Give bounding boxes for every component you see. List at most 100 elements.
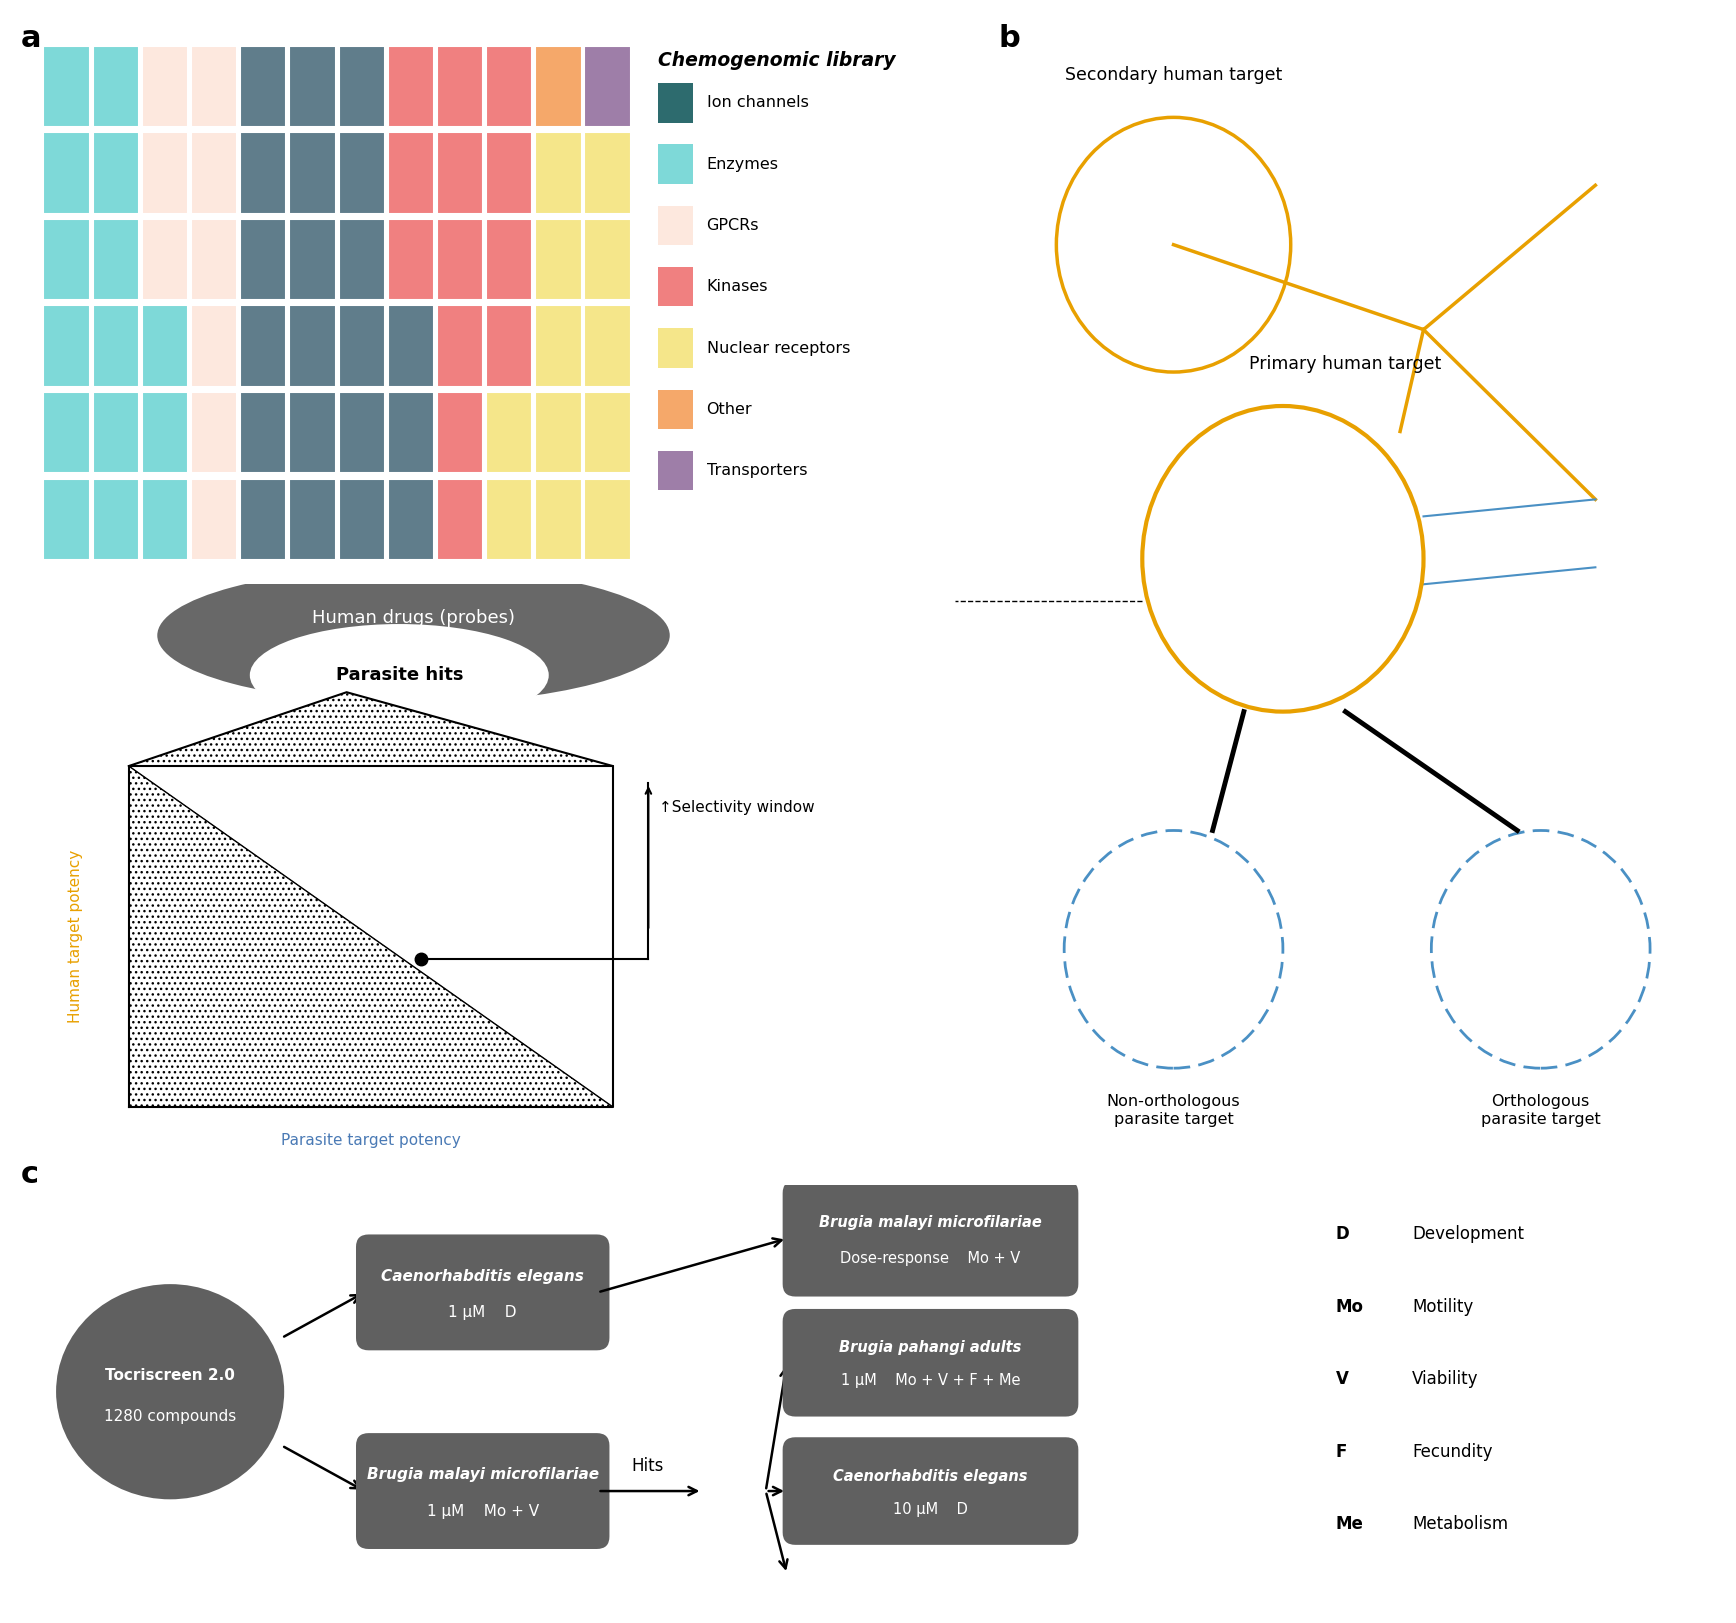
Text: Hits: Hits [632,1457,663,1475]
Text: Caenorhabditis elegans: Caenorhabditis elegans [833,1469,1028,1483]
Bar [290,133,335,214]
Bar [339,305,385,386]
Text: Brugia pahangi adults: Brugia pahangi adults [838,1341,1023,1355]
Bar [437,219,483,300]
Text: Human target potency: Human target potency [68,850,83,1022]
Bar [191,45,238,127]
Bar [142,45,187,127]
Bar [658,144,693,183]
Bar [339,393,385,474]
Bar [92,133,139,214]
Bar [535,133,582,214]
Bar [535,45,582,127]
Text: ↑Selectivity window: ↑Selectivity window [660,800,814,815]
Bar [585,479,630,560]
Bar [191,219,238,300]
Bar [387,219,434,300]
Bar [585,219,630,300]
Bar [43,219,90,300]
Text: Parasite target potency: Parasite target potency [281,1133,460,1149]
Text: a: a [21,24,42,54]
Bar [437,133,483,214]
FancyBboxPatch shape [356,1235,609,1350]
Bar [290,393,335,474]
Bar [387,393,434,474]
Text: GPCRs: GPCRs [707,217,759,234]
Bar [486,133,533,214]
Bar [486,219,533,300]
Text: Me: Me [1335,1516,1363,1534]
Bar [486,393,533,474]
Bar [585,305,630,386]
Bar [240,393,286,474]
Bar [191,393,238,474]
Text: 1 μM    Mo + V: 1 μM Mo + V [427,1503,538,1519]
Bar [240,219,286,300]
Text: b: b [998,24,1021,54]
Text: 1 μM    D: 1 μM D [448,1305,517,1319]
Bar [437,45,483,127]
Bar [142,393,187,474]
Text: 10 μM    D: 10 μM D [892,1501,969,1518]
Bar [658,390,693,428]
Bar [43,393,90,474]
Ellipse shape [56,1284,285,1500]
Text: D: D [1335,1225,1349,1243]
Bar [437,305,483,386]
Text: Enzymes: Enzymes [707,157,778,172]
Text: Dose-response    Mo + V: Dose-response Mo + V [840,1251,1021,1266]
Bar [339,133,385,214]
Bar [142,219,187,300]
Bar [387,45,434,127]
Bar [437,393,483,474]
Bar [658,268,693,307]
Bar [92,45,139,127]
Bar [486,479,533,560]
Bar [658,328,693,368]
Text: Kinases: Kinases [707,279,767,294]
Bar [387,479,434,560]
Text: 1 μM    Mo + V + F + Me: 1 μM Mo + V + F + Me [840,1373,1021,1388]
Bar [535,305,582,386]
Text: Non-orthologous
parasite target: Non-orthologous parasite target [1108,1094,1240,1126]
Ellipse shape [158,568,670,704]
Bar [585,45,630,127]
Bar [191,305,238,386]
Text: Motility: Motility [1411,1298,1474,1316]
Bar [240,479,286,560]
Text: Transporters: Transporters [707,463,807,479]
Bar [339,45,385,127]
Bar [339,479,385,560]
Bar [92,219,139,300]
Bar [339,219,385,300]
Text: Human drugs (probes): Human drugs (probes) [312,609,516,628]
Bar [535,393,582,474]
Bar [437,479,483,560]
Bar [142,479,187,560]
Bar [43,305,90,386]
Text: Mo: Mo [1335,1298,1364,1316]
Bar [142,133,187,214]
Text: V: V [1335,1370,1349,1388]
FancyBboxPatch shape [783,1308,1078,1417]
Ellipse shape [250,625,549,727]
Text: F: F [1335,1443,1347,1461]
Bar [43,479,90,560]
Bar [240,305,286,386]
Bar [43,45,90,127]
Bar [92,479,139,560]
Text: Viability: Viability [1411,1370,1479,1388]
Bar [535,219,582,300]
Bar [486,305,533,386]
Bar [585,393,630,474]
Bar [387,133,434,214]
Bar [240,45,286,127]
Bar [191,133,238,214]
Bar [240,133,286,214]
Bar [92,393,139,474]
Bar [290,45,335,127]
Text: Secondary human target: Secondary human target [1064,67,1283,84]
Bar [585,133,630,214]
Bar [142,305,187,386]
Text: Brugia malayi microfilariae: Brugia malayi microfilariae [366,1467,599,1482]
